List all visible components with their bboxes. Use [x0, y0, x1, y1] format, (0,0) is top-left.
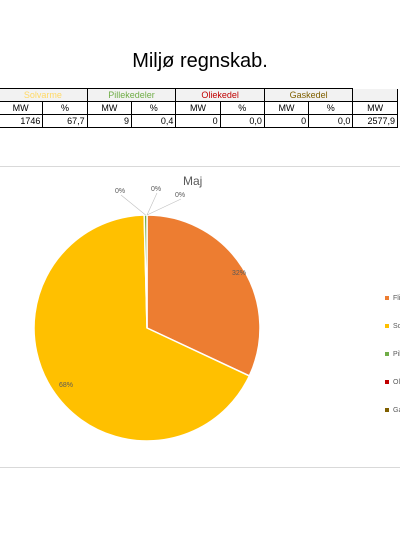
page-title: Miljø regnskab. [132, 50, 268, 72]
legend-swatch [385, 408, 389, 412]
table-cell: 0 [175, 114, 221, 128]
legend-swatch [385, 380, 389, 384]
leader-line [146, 198, 182, 216]
subheader-cell: MW [175, 101, 221, 115]
pie-slice [33, 214, 251, 442]
legend-item: Ga [385, 403, 400, 417]
legend-label: Ga [393, 406, 400, 414]
pie-data-label: 0% [151, 186, 161, 193]
group-solvarme: Solvarme [0, 88, 88, 102]
legend-label: Ol [393, 378, 400, 386]
energy-table: Solvarme Pillekedeler Oliekedel Gaskedel… [0, 88, 398, 128]
legend-swatch [385, 352, 389, 356]
table-cell: 2577,9 [352, 114, 398, 128]
subheader-cell: % [42, 101, 88, 115]
table-group-row: Solvarme Pillekedeler Oliekedel Gaskedel [0, 88, 398, 102]
leader-line [120, 194, 146, 216]
table-cell: 0,4 [131, 114, 177, 128]
subheader-cell: % [308, 101, 354, 115]
subheader-cell: MW [263, 101, 310, 115]
chart-title: Maj [183, 174, 202, 188]
table-subheader-row: MW % MW % MW % MW % MW [0, 101, 398, 115]
leader-line [146, 192, 158, 216]
group-oliekedel: Oliekedel [175, 88, 265, 102]
group-pillekedeler: Pillekedeler [86, 88, 177, 102]
chart-area: Maj 32% 68% 0% 0% 0% [0, 166, 400, 468]
table-cell: 0,0 [308, 114, 354, 128]
pie-data-label: 0% [175, 192, 185, 199]
table-cell: 0 [263, 114, 310, 128]
group-total [352, 88, 398, 102]
table-cell: 9 [86, 114, 133, 128]
table-cell: 67,7 [42, 114, 88, 128]
legend-label: Pil [393, 350, 400, 358]
subheader-cell: MW [0, 101, 44, 115]
legend-item: So [385, 319, 400, 333]
group-gaskedel: Gaskedel [263, 88, 354, 102]
pie-chart: Maj 32% 68% 0% 0% 0% [33, 174, 261, 442]
legend-item: Ol [385, 375, 400, 389]
pie-data-label: 0% [115, 188, 125, 195]
pie-slice [146, 214, 261, 377]
legend-swatch [385, 296, 389, 300]
pie-data-label: 68% [59, 382, 73, 389]
legend-label: So [393, 322, 400, 330]
pie-data-label: 32% [232, 270, 246, 277]
table-cell: 1746 [0, 114, 44, 128]
legend-label: Fli [393, 294, 400, 302]
table-row: 1746 67,7 9 0,4 0 0,0 0 0,0 2577,9 [0, 114, 398, 128]
table-cell: 0,0 [219, 114, 265, 128]
legend-swatch [385, 324, 389, 328]
subheader-cell: MW [86, 101, 133, 115]
subheader-cell: % [219, 101, 265, 115]
subheader-cell: MW [352, 101, 398, 115]
chart-legend: Fli So Pil Ol Ga [385, 291, 400, 431]
legend-item: Pil [385, 347, 400, 361]
subheader-cell: % [131, 101, 177, 115]
legend-item: Fli [385, 291, 400, 305]
